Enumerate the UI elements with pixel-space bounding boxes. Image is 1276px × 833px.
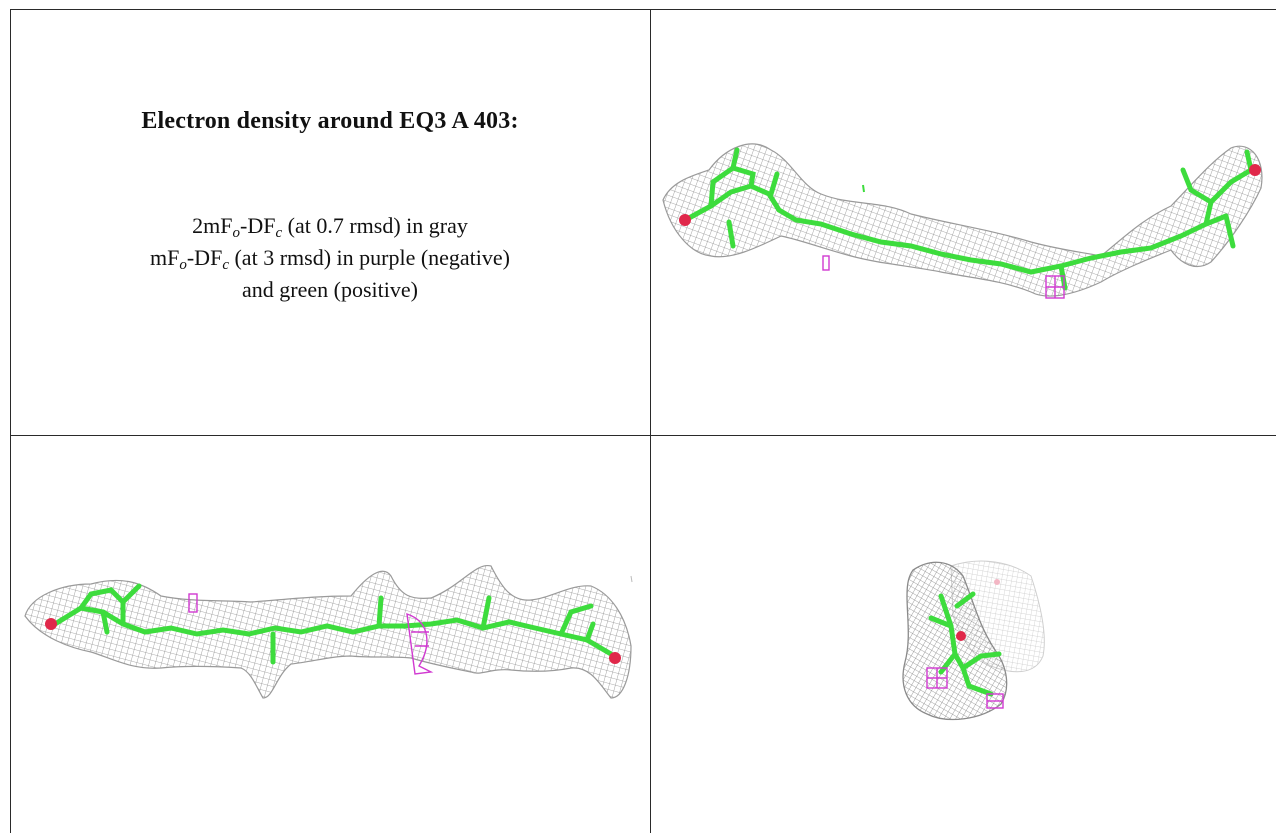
caption-text: 2mFo-DFc (at 0.7 rmsd) in gray mFo-DFc (… xyxy=(10,210,650,306)
grid-line-left xyxy=(10,9,11,833)
caption-line1-suffix: (at 0.7 rmsd) in gray xyxy=(282,213,468,238)
density-map-top-right xyxy=(662,143,1263,299)
negative-difference-density xyxy=(926,667,1004,709)
grid-line-middle xyxy=(10,435,1276,436)
oxygen-atom xyxy=(994,579,1000,585)
grid-line-center xyxy=(650,9,651,833)
gray-density-mesh xyxy=(662,143,1263,297)
caption-line-mfo: mFo-DFc (at 3 rmsd) in purple (negative) xyxy=(10,242,650,274)
caption-line1-prefix: 2mF xyxy=(192,213,233,238)
caption-line1-sub-o: o xyxy=(232,225,241,241)
caption-line-2mfo: 2mFo-DFc (at 0.7 rmsd) in gray xyxy=(10,210,650,242)
caption-cell: Electron density around EQ3 A 403: 2mFo-… xyxy=(10,10,650,435)
caption-line2-prefix: mF xyxy=(150,245,180,270)
ligand-stick-model xyxy=(928,591,1002,697)
caption-line2-mid: -DF xyxy=(186,245,223,270)
negative-difference-density xyxy=(822,255,1065,299)
ligand-stick-model xyxy=(52,583,614,665)
caption-line1-sub-c: c xyxy=(275,225,283,241)
positive-difference-density xyxy=(862,184,865,193)
ligand-stick-model xyxy=(686,147,1254,291)
bottom-right-view xyxy=(651,436,1276,833)
negative-difference-density xyxy=(188,593,434,675)
mesh-fragment xyxy=(630,575,633,583)
grid-line-top xyxy=(10,9,1276,10)
oxygen-atom xyxy=(679,214,691,226)
oxygen-atom xyxy=(609,652,621,664)
caption-line-positive: and green (positive) xyxy=(242,277,418,302)
oxygen-atom xyxy=(45,618,57,630)
density-map-bottom-right xyxy=(902,560,1045,721)
caption-line2-sub-c: c xyxy=(222,257,229,273)
caption-line2-sub-o: o xyxy=(179,257,187,273)
top-right-view xyxy=(651,10,1276,435)
gray-density-mesh xyxy=(24,565,632,699)
bottom-left-view xyxy=(11,436,650,833)
caption-line2-suffix: (at 3 rmsd) in purple (negative) xyxy=(228,245,510,270)
density-map-bottom-left xyxy=(24,565,633,699)
caption-line1-mid: -DF xyxy=(240,213,276,238)
oxygen-atom xyxy=(1249,164,1261,176)
caption-title: Electron density around EQ3 A 403: xyxy=(141,108,519,134)
oxygen-atom xyxy=(956,631,966,641)
